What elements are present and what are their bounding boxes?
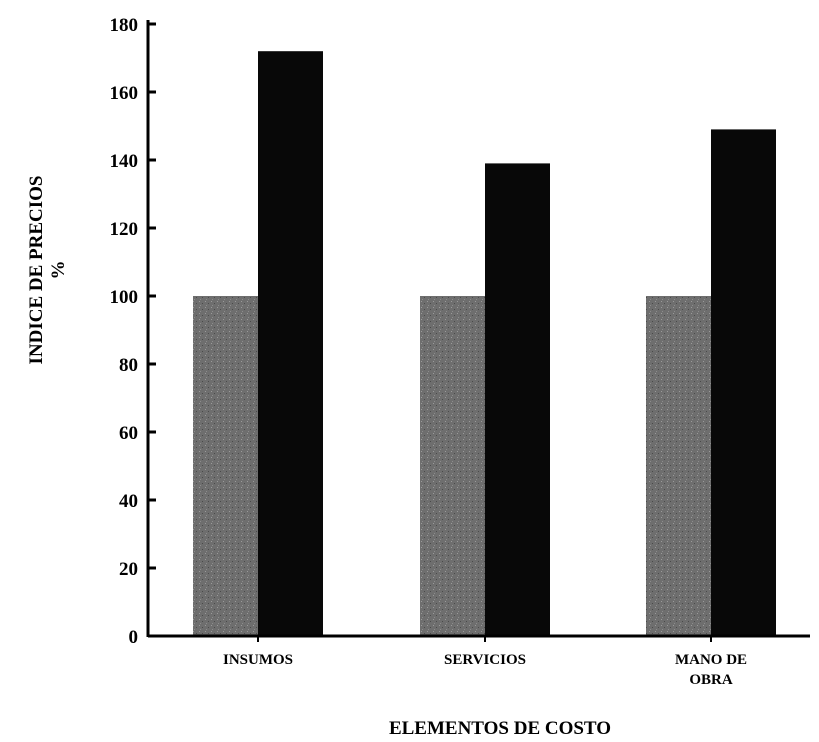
y-axis-title-line: INDICE DE PRECIOS [26, 176, 47, 365]
bar [711, 129, 776, 636]
bar [258, 51, 323, 636]
y-tick-label: 180 [110, 15, 139, 36]
y-tick-label: 100 [110, 287, 139, 308]
y-tick-label: 60 [119, 423, 138, 444]
y-tick-label: 0 [129, 627, 139, 648]
axes [146, 20, 810, 642]
bar-texture [646, 296, 711, 636]
x-tick-label: INSUMOS [223, 652, 293, 668]
bar-group [193, 51, 776, 636]
x-axis-title: ELEMENTOS DE COSTO [389, 718, 611, 739]
bar-texture [193, 296, 258, 636]
x-tick-label: MANO DE [675, 652, 747, 668]
axis-labels: 0 20 40 60 80 100 120 140 160 180 INSUMOS SERVICIOS… [26, 15, 747, 739]
bar [485, 163, 550, 636]
y-tick-label: 160 [110, 83, 139, 104]
x-tick-label: OBRA [689, 672, 733, 688]
y-tick-label: 120 [110, 219, 139, 240]
y-tick-label: 40 [119, 491, 138, 512]
x-tick-label: SERVICIOS [444, 652, 526, 668]
y-axis-title-line: % [48, 261, 69, 280]
bar-texture [420, 296, 485, 636]
y-tick-label: 140 [110, 151, 139, 172]
y-axis-title: INDICE DE PRECIOS% [26, 176, 69, 365]
y-tick-label: 20 [119, 559, 138, 580]
y-tick-label: 80 [119, 355, 138, 376]
